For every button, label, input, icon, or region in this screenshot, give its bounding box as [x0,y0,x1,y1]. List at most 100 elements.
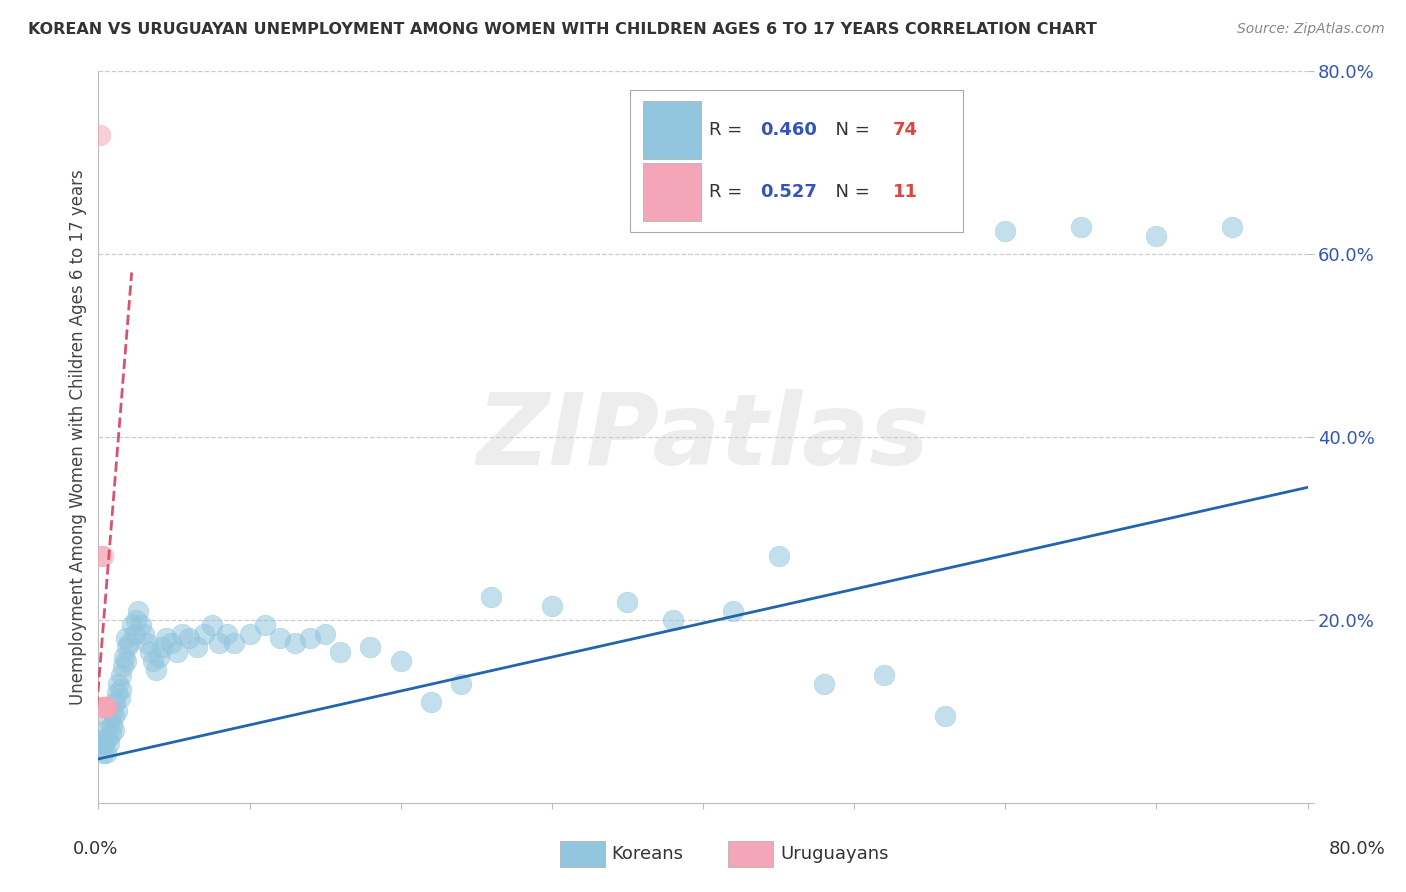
Point [139,645,162,659]
Point [150,640,173,655]
Point [94,746,117,760]
Text: ZIPatlas: ZIPatlas [477,389,929,485]
Text: R =: R = [709,121,748,139]
Point [127,604,149,618]
Point [91,549,114,563]
Point [723,604,745,618]
Point [873,667,896,681]
Point [1144,229,1167,244]
Point [314,626,336,640]
Point [994,224,1017,238]
Text: 80.0%: 80.0% [1329,840,1385,858]
Point [103,709,125,723]
Point [105,705,128,719]
Point [94,699,117,714]
Point [239,626,262,640]
Point [101,718,124,732]
Point [201,617,224,632]
Point [114,632,136,646]
Point [101,705,124,719]
Point [253,617,276,632]
Point [450,677,472,691]
Point [179,632,201,646]
Text: Koreans: Koreans [612,845,683,863]
Point [93,736,115,750]
Point [299,632,322,646]
Point [93,699,115,714]
Point [111,658,134,673]
Point [108,690,131,705]
Text: 0.0%: 0.0% [73,840,118,858]
Point [91,699,114,714]
Point [114,654,136,668]
Text: Uruguayans: Uruguayans [780,845,889,863]
Text: Source: ZipAtlas.com: Source: ZipAtlas.com [1237,22,1385,37]
Y-axis label: Unemployment Among Women with Children Ages 6 to 17 years: Unemployment Among Women with Children A… [69,169,87,705]
Point [94,699,117,714]
Point [420,695,443,709]
Point [540,599,562,614]
Point [93,699,115,714]
FancyBboxPatch shape [643,101,700,159]
Point [90,549,112,563]
Point [129,617,152,632]
Text: KOREAN VS URUGUAYAN UNEMPLOYMENT AMONG WOMEN WITH CHILDREN AGES 6 TO 17 YEARS CO: KOREAN VS URUGUAYAN UNEMPLOYMENT AMONG W… [28,22,1097,37]
FancyBboxPatch shape [643,163,700,221]
Point [616,594,638,608]
Point [89,128,111,143]
Point [104,695,127,709]
Point [107,677,129,691]
Point [94,723,117,737]
Point [100,727,122,741]
Point [135,636,157,650]
Text: 11: 11 [893,183,918,201]
Point [768,549,790,563]
Point [124,626,146,640]
Text: R =: R = [709,183,748,201]
Point [142,654,165,668]
Point [661,613,683,627]
FancyBboxPatch shape [630,90,963,232]
Point [132,626,155,640]
Text: N =: N = [824,183,876,201]
Point [269,632,291,646]
Point [284,636,307,650]
Point [112,649,135,664]
Point [186,640,208,655]
Point [224,636,246,650]
Point [193,626,215,640]
Point [155,632,177,646]
Point [813,677,835,691]
Point [1070,219,1092,234]
Text: 0.460: 0.460 [759,121,817,139]
Point [91,731,114,746]
Text: 0.527: 0.527 [759,183,817,201]
Point [96,731,118,746]
Point [215,626,238,640]
Point [93,699,115,714]
Point [170,626,193,640]
Point [166,645,188,659]
Point [360,640,382,655]
Point [208,636,231,650]
Point [481,590,503,604]
Point [118,636,141,650]
Point [389,654,412,668]
Point [103,723,125,737]
Point [934,709,956,723]
Point [98,714,121,728]
Point [145,663,167,677]
Point [1220,219,1243,234]
Point [160,636,183,650]
Point [94,699,117,714]
Text: N =: N = [824,121,876,139]
Point [105,686,128,700]
Point [125,613,148,627]
Text: 74: 74 [893,121,918,139]
Point [115,640,138,655]
Point [148,649,170,664]
Point [91,746,114,760]
Point [90,740,112,755]
Point [91,699,114,714]
Point [121,617,143,632]
